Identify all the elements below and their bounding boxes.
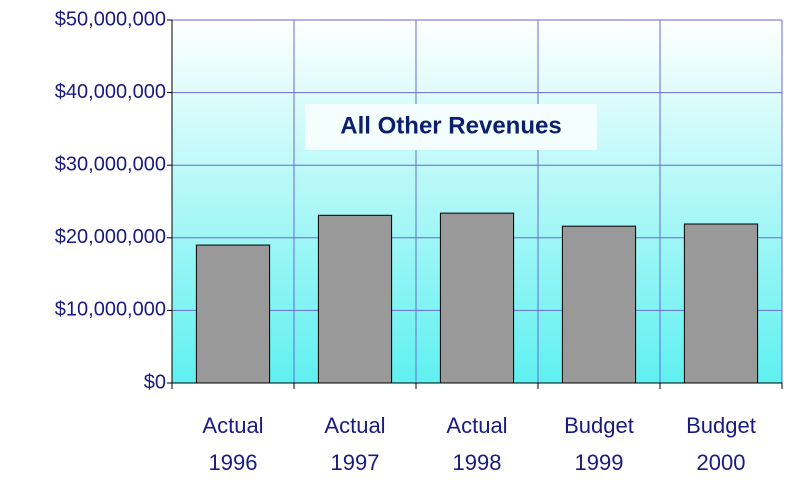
y-tick-label: $50,000,000 bbox=[55, 8, 166, 30]
bar bbox=[439, 212, 515, 384]
y-tick-label: $40,000,000 bbox=[55, 81, 166, 103]
y-tick-label: $30,000,000 bbox=[55, 153, 166, 175]
bar bbox=[561, 225, 637, 384]
y-tick-label: $20,000,000 bbox=[55, 226, 166, 248]
x-tick-label: Actual 1996 bbox=[202, 413, 264, 475]
y-tick-label: $0 bbox=[144, 371, 166, 393]
y-tick-label: $10,000,000 bbox=[55, 299, 166, 321]
x-tick-label: Actual 1998 bbox=[446, 413, 508, 475]
x-tick-label: Actual 1997 bbox=[324, 413, 386, 475]
title-box bbox=[305, 104, 597, 150]
x-tick-label: Budget 1999 bbox=[564, 413, 634, 475]
chart-title: All Other Revenues bbox=[340, 112, 561, 139]
bar bbox=[195, 244, 271, 384]
bar bbox=[317, 214, 393, 384]
x-tick-label: Budget 2000 bbox=[686, 413, 756, 475]
bar bbox=[683, 223, 759, 384]
